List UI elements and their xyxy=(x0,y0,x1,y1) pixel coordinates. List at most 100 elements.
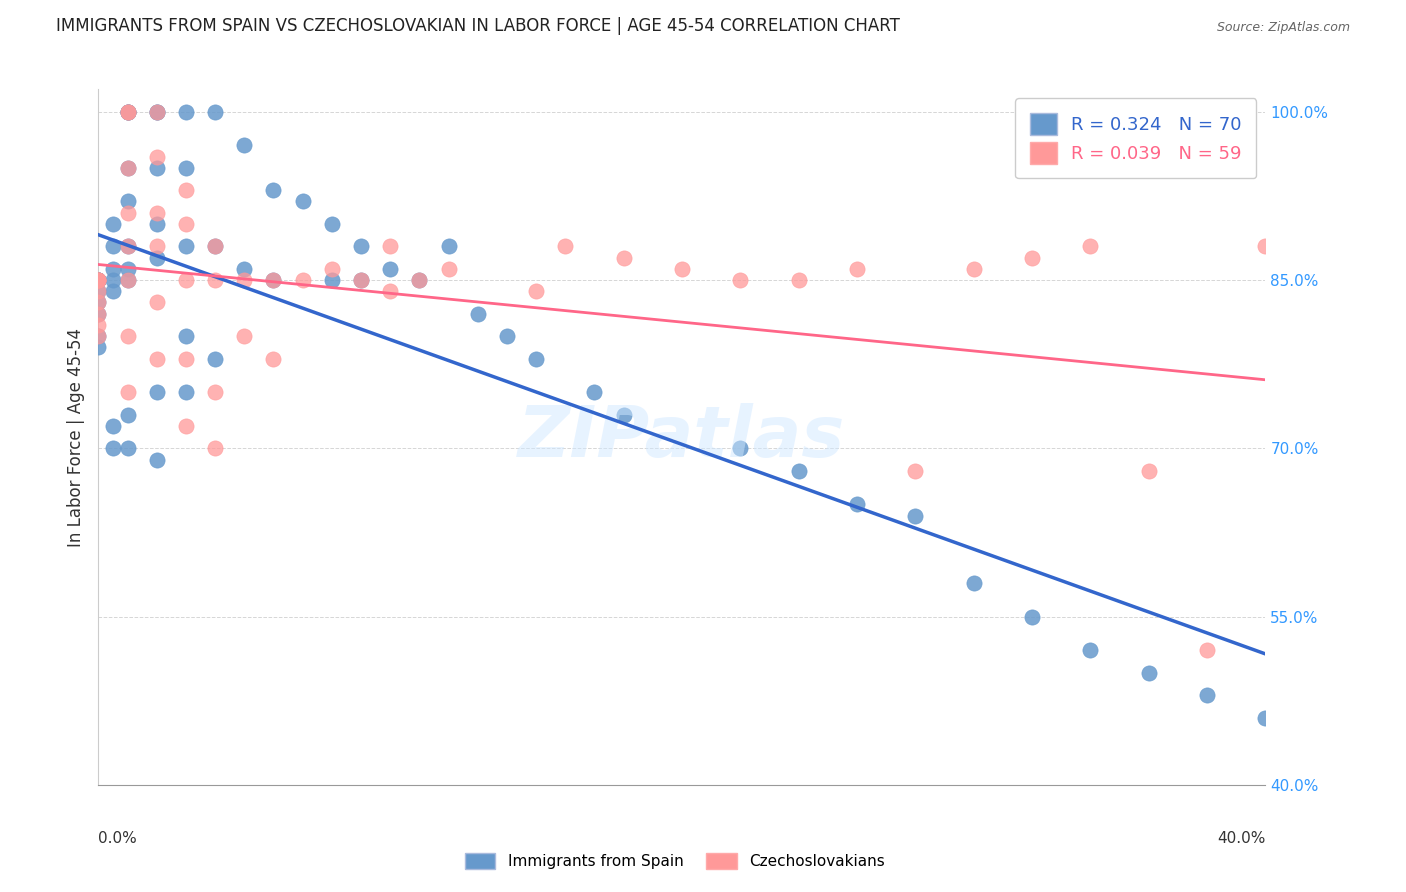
Point xyxy=(87,307,110,321)
Point xyxy=(174,239,197,253)
Point xyxy=(730,442,752,456)
Point xyxy=(117,329,139,343)
Point xyxy=(904,508,927,523)
Point xyxy=(117,104,139,119)
Point xyxy=(1195,643,1218,657)
Point xyxy=(146,104,169,119)
Point xyxy=(146,351,169,366)
Point xyxy=(87,273,110,287)
Point xyxy=(101,284,124,298)
Point xyxy=(87,329,110,343)
Point xyxy=(117,104,139,119)
Point xyxy=(146,104,169,119)
Point xyxy=(174,385,197,400)
Point xyxy=(174,273,197,287)
Point xyxy=(291,194,314,209)
Y-axis label: In Labor Force | Age 45-54: In Labor Force | Age 45-54 xyxy=(66,327,84,547)
Point xyxy=(174,351,197,366)
Point xyxy=(554,239,576,253)
Point xyxy=(146,104,169,119)
Text: 0.0%: 0.0% xyxy=(98,831,138,846)
Point xyxy=(730,273,752,287)
Point xyxy=(87,284,110,298)
Point xyxy=(204,104,226,119)
Point xyxy=(1195,688,1218,702)
Point xyxy=(408,273,430,287)
Point xyxy=(117,408,139,422)
Point xyxy=(1021,251,1043,265)
Point xyxy=(87,273,110,287)
Point xyxy=(1371,239,1393,253)
Point xyxy=(146,251,169,265)
Point xyxy=(612,408,634,422)
Point xyxy=(87,273,110,287)
Point xyxy=(1137,665,1160,680)
Point xyxy=(787,464,810,478)
Point xyxy=(1137,464,1160,478)
Point xyxy=(612,251,634,265)
Point xyxy=(87,307,110,321)
Point xyxy=(350,273,373,287)
Point xyxy=(117,261,139,276)
Point xyxy=(437,261,460,276)
Text: ZIPatlas: ZIPatlas xyxy=(519,402,845,472)
Point xyxy=(233,261,256,276)
Point xyxy=(904,464,927,478)
Point xyxy=(146,385,169,400)
Point xyxy=(962,576,984,591)
Point xyxy=(962,261,984,276)
Point xyxy=(408,273,430,287)
Point xyxy=(1080,643,1102,657)
Point xyxy=(262,183,284,197)
Text: IMMIGRANTS FROM SPAIN VS CZECHOSLOVAKIAN IN LABOR FORCE | AGE 45-54 CORRELATION : IMMIGRANTS FROM SPAIN VS CZECHOSLOVAKIAN… xyxy=(56,17,900,35)
Point xyxy=(117,273,139,287)
Point xyxy=(845,261,868,276)
Point xyxy=(101,217,124,231)
Point xyxy=(204,385,226,400)
Point xyxy=(583,385,606,400)
Point xyxy=(1312,643,1334,657)
Point xyxy=(87,329,110,343)
Point xyxy=(117,273,139,287)
Point xyxy=(174,183,197,197)
Point xyxy=(671,261,693,276)
Point xyxy=(233,273,256,287)
Point xyxy=(87,340,110,354)
Point xyxy=(117,194,139,209)
Point xyxy=(262,273,284,287)
Point xyxy=(204,239,226,253)
Point xyxy=(233,329,256,343)
Point xyxy=(174,104,197,119)
Point xyxy=(117,205,139,219)
Point xyxy=(495,329,517,343)
Point xyxy=(321,217,343,231)
Point xyxy=(146,161,169,175)
Point xyxy=(350,239,373,253)
Point xyxy=(117,104,139,119)
Point xyxy=(174,329,197,343)
Point xyxy=(1254,711,1277,725)
Point xyxy=(291,273,314,287)
Point xyxy=(87,273,110,287)
Point xyxy=(101,273,124,287)
Point xyxy=(174,418,197,433)
Point xyxy=(378,261,402,276)
Point xyxy=(204,239,226,253)
Point xyxy=(87,273,110,287)
Point xyxy=(262,351,284,366)
Point xyxy=(117,104,139,119)
Point xyxy=(378,284,402,298)
Point xyxy=(174,217,197,231)
Point xyxy=(87,318,110,332)
Point xyxy=(787,273,810,287)
Point xyxy=(87,295,110,310)
Point xyxy=(204,442,226,456)
Point xyxy=(146,452,169,467)
Point xyxy=(146,239,169,253)
Point xyxy=(524,351,547,366)
Point xyxy=(101,239,124,253)
Text: 40.0%: 40.0% xyxy=(1218,831,1265,846)
Point xyxy=(350,273,373,287)
Legend: Immigrants from Spain, Czechoslovakians: Immigrants from Spain, Czechoslovakians xyxy=(458,847,891,875)
Point xyxy=(117,239,139,253)
